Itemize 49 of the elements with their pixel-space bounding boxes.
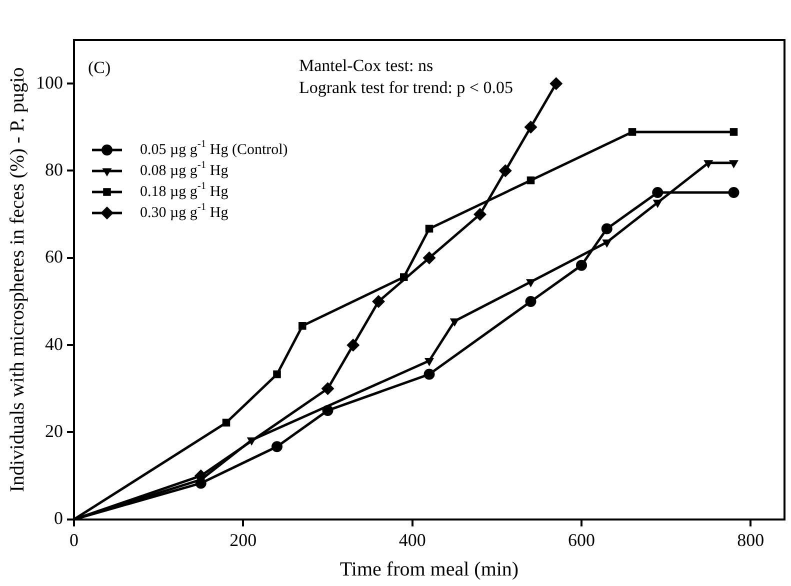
- point: [372, 294, 385, 308]
- x-tick-label: 600: [568, 530, 595, 550]
- point: [525, 296, 536, 307]
- point: [246, 437, 256, 446]
- x-tick-label: 800: [737, 530, 764, 550]
- point: [273, 370, 281, 378]
- annotation: (C): [88, 58, 111, 77]
- annotation: Mantel-Cox test: ns: [299, 56, 434, 75]
- point: [400, 273, 408, 281]
- point: [424, 358, 434, 366]
- point: [704, 160, 714, 168]
- point: [222, 418, 230, 427]
- point: [601, 223, 612, 234]
- x-tick-label: 200: [230, 530, 257, 550]
- point: [424, 368, 435, 380]
- point: [576, 260, 587, 271]
- x-tick-label: 400: [398, 530, 426, 550]
- point: [550, 77, 563, 90]
- point: [628, 128, 636, 136]
- point: [728, 160, 739, 168]
- x-axis-title: Time from meal (min): [340, 558, 519, 580]
- point: [422, 251, 436, 264]
- point: [602, 239, 612, 248]
- y-tick-label: 20: [45, 420, 63, 441]
- y-tick-label: 80: [45, 159, 63, 180]
- point: [526, 279, 536, 288]
- point: [652, 187, 664, 198]
- point: [195, 478, 206, 489]
- point: [730, 128, 738, 136]
- point: [272, 441, 282, 452]
- y-tick-label: 0: [54, 508, 63, 528]
- point: [425, 224, 434, 233]
- y-tick-label: 60: [45, 246, 63, 267]
- annotation: Logrank test for trend: p < 0.05: [299, 78, 514, 97]
- y-tick-label: 40: [45, 334, 63, 354]
- point: [652, 200, 662, 208]
- y-axis-title: Individuals with microspheres in feces (%) - P. pugio: [6, 67, 28, 492]
- point: [346, 338, 360, 352]
- point: [298, 322, 306, 330]
- point: [498, 164, 512, 178]
- point: [450, 318, 460, 327]
- point: [526, 176, 535, 184]
- point: [322, 404, 334, 416]
- x-tick-label: 0: [70, 530, 78, 550]
- point: [524, 120, 538, 134]
- point: [474, 208, 486, 221]
- point: [728, 187, 740, 198]
- y-tick-label: 100: [36, 72, 63, 92]
- point: [321, 382, 334, 396]
